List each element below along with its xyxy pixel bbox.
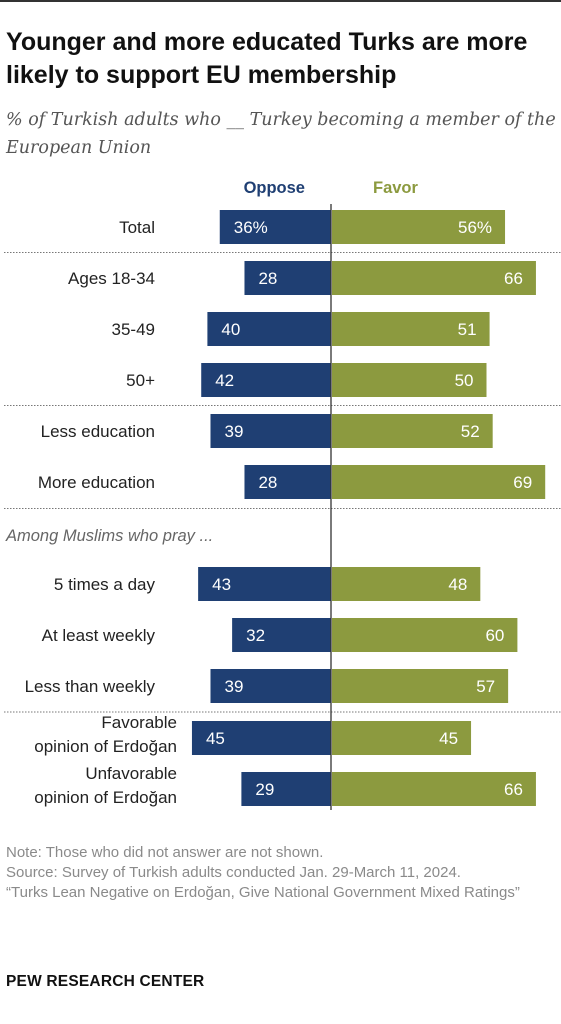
bar-favor [332,210,506,244]
category-label: Total [119,218,155,237]
value-label-oppose: 39 [224,422,243,441]
top-rule [0,0,561,2]
value-label-favor: 66 [504,269,523,288]
value-label-favor: 52 [461,422,480,441]
value-label-oppose: 42 [215,371,234,390]
value-label-oppose: 29 [255,780,274,799]
note-text: Note: Those who did not answer are not s… [6,844,324,861]
value-label-favor: 48 [448,575,467,594]
category-label: opinion of Erdoğan [34,788,177,807]
category-label: At least weekly [42,626,156,645]
brand-logo-text: PEW RESEARCH CENTER [6,973,205,990]
value-label-oppose: 32 [246,626,265,645]
bar-oppose [201,363,331,397]
value-label-favor: 50 [455,371,474,390]
category-label: 50+ [126,371,155,390]
value-label-favor: 56% [458,218,492,237]
diverging-bar-chart: Oppose Favor Total 36% 56% Ages 18-34 28 66 35-4… [4,179,561,810]
category-label: opinion of Erdoğan [34,737,177,756]
category-label: 35-49 [112,320,155,339]
value-label-favor: 51 [458,320,477,339]
legend-favor: Favor [373,179,419,197]
category-label: Favorable [101,713,177,732]
source-text: Source: Survey of Turkish adults conduct… [6,864,461,881]
bar-favor [332,312,490,346]
value-label-oppose: 43 [212,575,231,594]
chart-title: Younger and more educated Turks are more… [6,28,528,89]
bar-oppose [244,261,331,295]
value-label-favor: 69 [513,473,532,492]
bar-favor [332,414,493,448]
bar-oppose [210,414,331,448]
bar-oppose [191,721,331,755]
bar-oppose [244,465,331,499]
category-label: Unfavorable [85,764,177,783]
group-heading: Among Muslims who pray ... [5,527,213,545]
value-label-favor: 45 [439,729,458,748]
bar-favor [332,669,509,703]
value-label-favor: 66 [504,780,523,799]
bar-oppose [207,312,331,346]
value-label-oppose: 36% [234,218,268,237]
chart-subtitle: % of Turkish adults who __ Turkey becomi… [6,110,556,158]
value-label-favor: 60 [485,626,504,645]
report-title: “Turks Lean Negative on Erdoğan, Give Na… [6,884,520,901]
category-label: Ages 18-34 [68,269,155,288]
notes: Note: Those who did not answer are not s… [6,843,551,903]
bar-oppose [232,618,331,652]
bar-favor [332,363,487,397]
value-label-oppose: 28 [258,473,277,492]
bar-favor [332,261,536,295]
bar-oppose [219,210,331,244]
bar-favor [332,465,546,499]
category-label: Less education [41,422,155,441]
bar-favor [332,721,472,755]
value-label-oppose: 45 [206,729,225,748]
value-label-favor: 57 [476,677,495,696]
bar-favor [332,772,536,806]
bar-favor [332,567,481,601]
legend-oppose: Oppose [244,179,305,197]
value-label-oppose: 39 [224,677,243,696]
category-label: Less than weekly [25,677,156,696]
bar-oppose [198,567,331,601]
value-label-oppose: 40 [221,320,240,339]
bar-oppose [241,772,331,806]
value-label-oppose: 28 [258,269,277,288]
category-label: More education [38,473,155,492]
bar-oppose [210,669,331,703]
category-label: 5 times a day [54,575,156,594]
bar-favor [332,618,518,652]
